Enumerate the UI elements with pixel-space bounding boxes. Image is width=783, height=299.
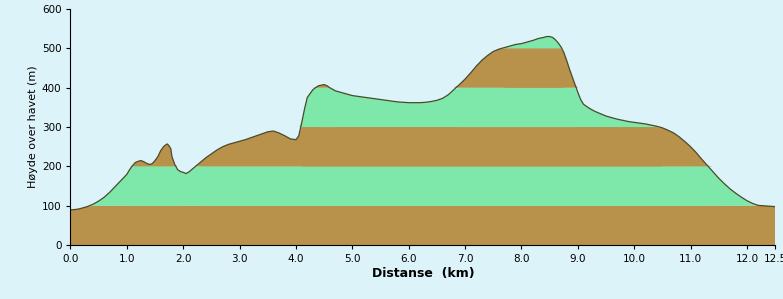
X-axis label: Distanse  (km): Distanse (km) [371,267,474,280]
Y-axis label: Høyde over havet (m): Høyde over havet (m) [27,66,38,188]
